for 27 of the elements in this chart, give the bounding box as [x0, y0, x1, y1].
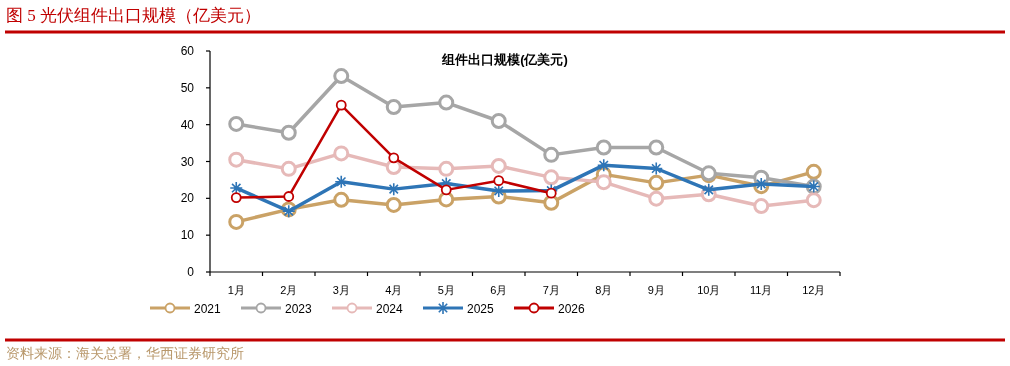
- y-tick-label: 30: [180, 154, 195, 169]
- x-tick-label: 5月: [437, 284, 455, 296]
- chart-title: 图 5 光伏组件出口规模（亿美元）: [6, 6, 261, 25]
- y-tick-label: 20: [180, 191, 195, 206]
- x-tick-label: 6月: [490, 284, 508, 296]
- x-tick-label: 12月: [802, 284, 826, 296]
- legend-label: 2026: [558, 302, 586, 316]
- x-tick-label: 1月: [227, 284, 245, 296]
- y-tick-label: 50: [180, 80, 195, 95]
- x-tick-label: 3月: [332, 284, 350, 296]
- x-tick-label: 2月: [280, 284, 298, 296]
- x-tick-label: 4月: [385, 284, 403, 296]
- x-tick-label: 9月: [647, 284, 665, 296]
- x-tick-label: 7月: [542, 284, 560, 296]
- y-tick-label: 60: [180, 44, 195, 58]
- legend-label: 2021: [194, 302, 222, 316]
- y-tick-label: 40: [180, 117, 195, 132]
- y-tick-label: 0: [187, 265, 195, 279]
- legend-label: 2023: [285, 302, 313, 316]
- legend-label: 2025: [467, 302, 495, 316]
- y-tick-label: 10: [180, 228, 195, 243]
- x-tick-label: 10月: [697, 284, 721, 296]
- text: 资料来源：海关总署，华西证券研究所: [6, 346, 244, 361]
- chart-subtitle: 组件出口规模(亿美元): [441, 52, 568, 67]
- x-tick-label: 8月: [595, 284, 613, 296]
- legend-label: 2024: [376, 302, 404, 316]
- x-tick-label: 11月: [750, 284, 773, 296]
